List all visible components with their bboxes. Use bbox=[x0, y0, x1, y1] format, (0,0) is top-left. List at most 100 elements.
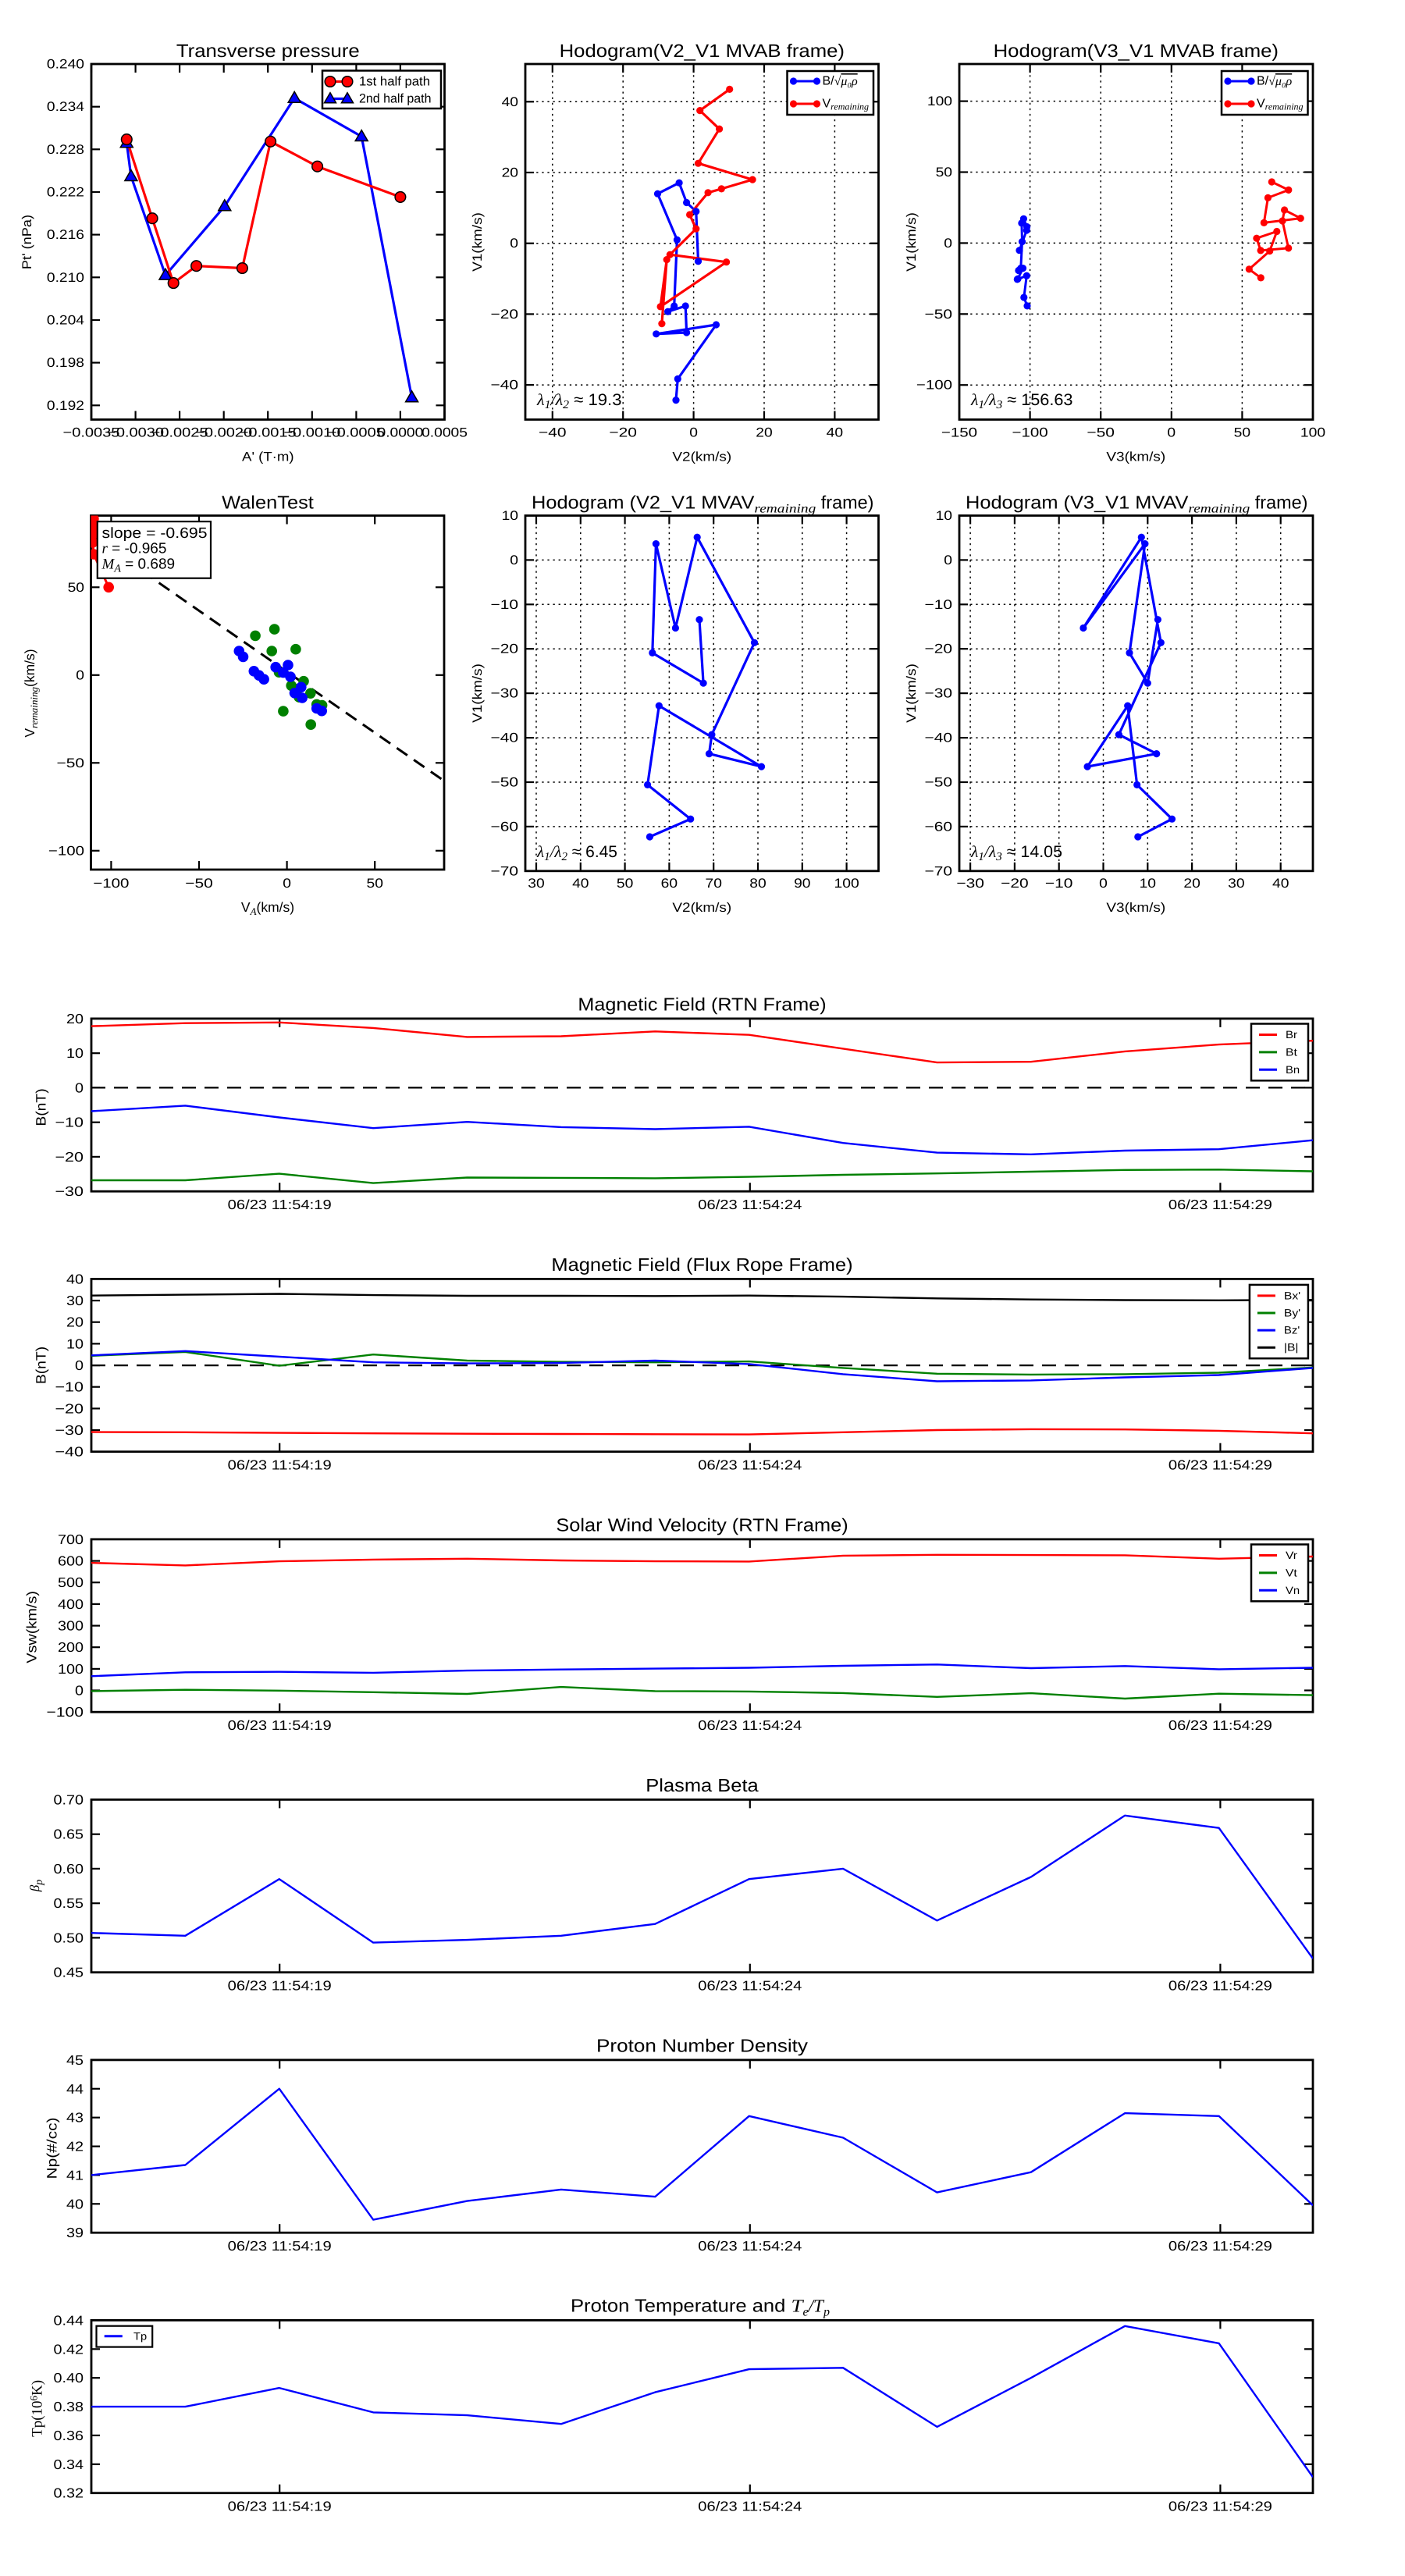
svg-text:V2(km/s): V2(km/s) bbox=[672, 450, 731, 464]
svg-text:−50: −50 bbox=[925, 775, 953, 790]
svg-text:−50: −50 bbox=[185, 876, 213, 891]
svg-text:300: 300 bbox=[58, 1618, 84, 1634]
svg-text:43: 43 bbox=[66, 2110, 84, 2126]
svg-text:−60: −60 bbox=[925, 819, 953, 834]
svg-text:06/23 11:54:24: 06/23 11:54:24 bbox=[698, 2499, 802, 2514]
svg-text:Hodogram (V3_V1 MVAVremaining: Hodogram (V3_V1 MVAVremaining frame) bbox=[966, 493, 1307, 516]
svg-text:1st half path: 1st half path bbox=[359, 75, 430, 89]
svg-text:−100: −100 bbox=[93, 876, 129, 891]
svg-text:−100: −100 bbox=[1012, 425, 1048, 440]
svg-text:0.38: 0.38 bbox=[54, 2399, 84, 2414]
svg-text:0: 0 bbox=[75, 1683, 84, 1699]
svg-text:−20: −20 bbox=[55, 1149, 84, 1165]
svg-text:20: 20 bbox=[502, 165, 518, 180]
svg-text:Np(#/cc): Np(#/cc) bbox=[44, 2118, 59, 2179]
svg-text:r = -0.965: r = -0.965 bbox=[102, 541, 167, 557]
svg-text:100: 100 bbox=[1300, 425, 1325, 440]
svg-text:50: 50 bbox=[1234, 425, 1250, 440]
svg-text:400: 400 bbox=[58, 1596, 84, 1612]
svg-text:−60: −60 bbox=[491, 819, 519, 834]
svg-text:0.40: 0.40 bbox=[54, 2370, 84, 2386]
svg-text:Vr: Vr bbox=[1286, 1550, 1297, 1561]
svg-text:0.240: 0.240 bbox=[47, 57, 84, 72]
svg-text:0.42: 0.42 bbox=[54, 2341, 84, 2357]
svg-text:0.36: 0.36 bbox=[54, 2428, 84, 2443]
svg-text:−20: −20 bbox=[609, 425, 637, 440]
svg-text:Bt: Bt bbox=[1286, 1046, 1297, 1058]
svg-text:0.0005: 0.0005 bbox=[422, 425, 468, 440]
svg-text:λ1/λ3 ≈ 156.63: λ1/λ3 ≈ 156.63 bbox=[970, 390, 1073, 411]
svg-text:50: 50 bbox=[617, 876, 633, 891]
svg-text:Solar Wind Velocity (RTN Frame: Solar Wind Velocity (RTN Frame) bbox=[556, 1515, 848, 1535]
svg-text:−100: −100 bbox=[916, 378, 952, 393]
svg-text:30: 30 bbox=[1228, 876, 1244, 891]
svg-text:V2(km/s): V2(km/s) bbox=[672, 900, 731, 915]
svg-text:−0.0025: −0.0025 bbox=[151, 425, 208, 440]
svg-text:Bz': Bz' bbox=[1284, 1325, 1300, 1336]
svg-text:100: 100 bbox=[58, 1661, 84, 1677]
svg-text:0.50: 0.50 bbox=[54, 1930, 84, 1945]
svg-text:B(nT): B(nT) bbox=[34, 1347, 49, 1384]
svg-text:V1(km/s): V1(km/s) bbox=[470, 212, 485, 272]
svg-text:10: 10 bbox=[66, 1045, 84, 1061]
svg-text:−40: −40 bbox=[491, 378, 519, 393]
svg-text:0.198: 0.198 bbox=[47, 355, 84, 370]
svg-text:−70: −70 bbox=[925, 863, 953, 878]
svg-text:−0.0030: −0.0030 bbox=[107, 425, 164, 440]
svg-text:2nd half path: 2nd half path bbox=[359, 92, 432, 106]
svg-text:60: 60 bbox=[661, 876, 678, 891]
svg-text:−30: −30 bbox=[55, 1183, 84, 1199]
svg-text:Magnetic Field (RTN Frame): Magnetic Field (RTN Frame) bbox=[578, 994, 826, 1015]
svg-text:0.44: 0.44 bbox=[54, 2312, 84, 2328]
svg-text:20: 20 bbox=[66, 1011, 84, 1026]
svg-text:0.216: 0.216 bbox=[47, 227, 84, 242]
svg-text:06/23 11:54:29: 06/23 11:54:29 bbox=[1168, 2499, 1272, 2514]
svg-text:WalenTest: WalenTest bbox=[222, 493, 314, 513]
svg-text:40: 40 bbox=[66, 2196, 84, 2211]
svg-text:700: 700 bbox=[58, 1532, 84, 1547]
svg-text:50: 50 bbox=[936, 165, 952, 180]
svg-text:06/23 11:54:19: 06/23 11:54:19 bbox=[228, 1717, 332, 1733]
svg-text:V1(km/s): V1(km/s) bbox=[470, 664, 485, 723]
svg-text:40: 40 bbox=[1272, 876, 1289, 891]
svg-text:Hodogram(V2_V1 MVAB frame): Hodogram(V2_V1 MVAB frame) bbox=[560, 41, 845, 61]
svg-text:0.210: 0.210 bbox=[47, 270, 84, 285]
svg-text:−100: −100 bbox=[48, 843, 84, 858]
svg-text:−150: −150 bbox=[941, 425, 977, 440]
svg-text:0: 0 bbox=[75, 1080, 84, 1095]
svg-text:39: 39 bbox=[66, 2225, 84, 2240]
svg-text:06/23 11:54:24: 06/23 11:54:24 bbox=[698, 1717, 802, 1733]
svg-text:Vn: Vn bbox=[1286, 1585, 1300, 1596]
svg-text:06/23 11:54:24: 06/23 11:54:24 bbox=[698, 2238, 802, 2254]
svg-text:40: 40 bbox=[502, 94, 518, 109]
svg-text:0.70: 0.70 bbox=[54, 1791, 84, 1807]
svg-text:Vremaining: Vremaining bbox=[823, 98, 870, 112]
svg-text:Bn: Bn bbox=[1286, 1064, 1300, 1076]
svg-text:10: 10 bbox=[66, 1336, 84, 1351]
svg-text:10: 10 bbox=[502, 508, 518, 523]
svg-text:0: 0 bbox=[1167, 425, 1176, 440]
svg-text:0.228: 0.228 bbox=[47, 142, 84, 157]
svg-text:Hodogram (V2_V1 MVAVremaining: Hodogram (V2_V1 MVAVremaining frame) bbox=[532, 493, 873, 516]
svg-text:20: 20 bbox=[1183, 876, 1200, 891]
svg-text:Tp(106K): Tp(106K) bbox=[28, 2380, 46, 2437]
svg-text:0: 0 bbox=[510, 553, 518, 568]
svg-text:0: 0 bbox=[689, 425, 698, 440]
svg-text:06/23 11:54:19: 06/23 11:54:19 bbox=[228, 2238, 332, 2254]
svg-text:Transverse pressure: Transverse pressure bbox=[176, 41, 360, 61]
svg-text:−70: −70 bbox=[491, 863, 519, 878]
svg-text:45: 45 bbox=[66, 2052, 84, 2068]
svg-text:06/23 11:54:29: 06/23 11:54:29 bbox=[1168, 2238, 1272, 2254]
svg-text:70: 70 bbox=[706, 876, 722, 891]
svg-text:−40: −40 bbox=[55, 1444, 84, 1460]
svg-text:−30: −30 bbox=[925, 686, 953, 701]
svg-text:06/23 11:54:19: 06/23 11:54:19 bbox=[228, 1978, 332, 1994]
svg-text:44: 44 bbox=[66, 2081, 84, 2097]
svg-text:06/23 11:54:24: 06/23 11:54:24 bbox=[698, 1197, 802, 1212]
svg-text:−10: −10 bbox=[925, 597, 953, 612]
svg-text:Pt' (nPa): Pt' (nPa) bbox=[20, 215, 34, 269]
svg-text:0.34: 0.34 bbox=[54, 2457, 84, 2472]
svg-text:600: 600 bbox=[58, 1553, 84, 1569]
svg-text:slope = -0.695: slope = -0.695 bbox=[102, 525, 208, 542]
svg-text:By': By' bbox=[1284, 1308, 1300, 1319]
